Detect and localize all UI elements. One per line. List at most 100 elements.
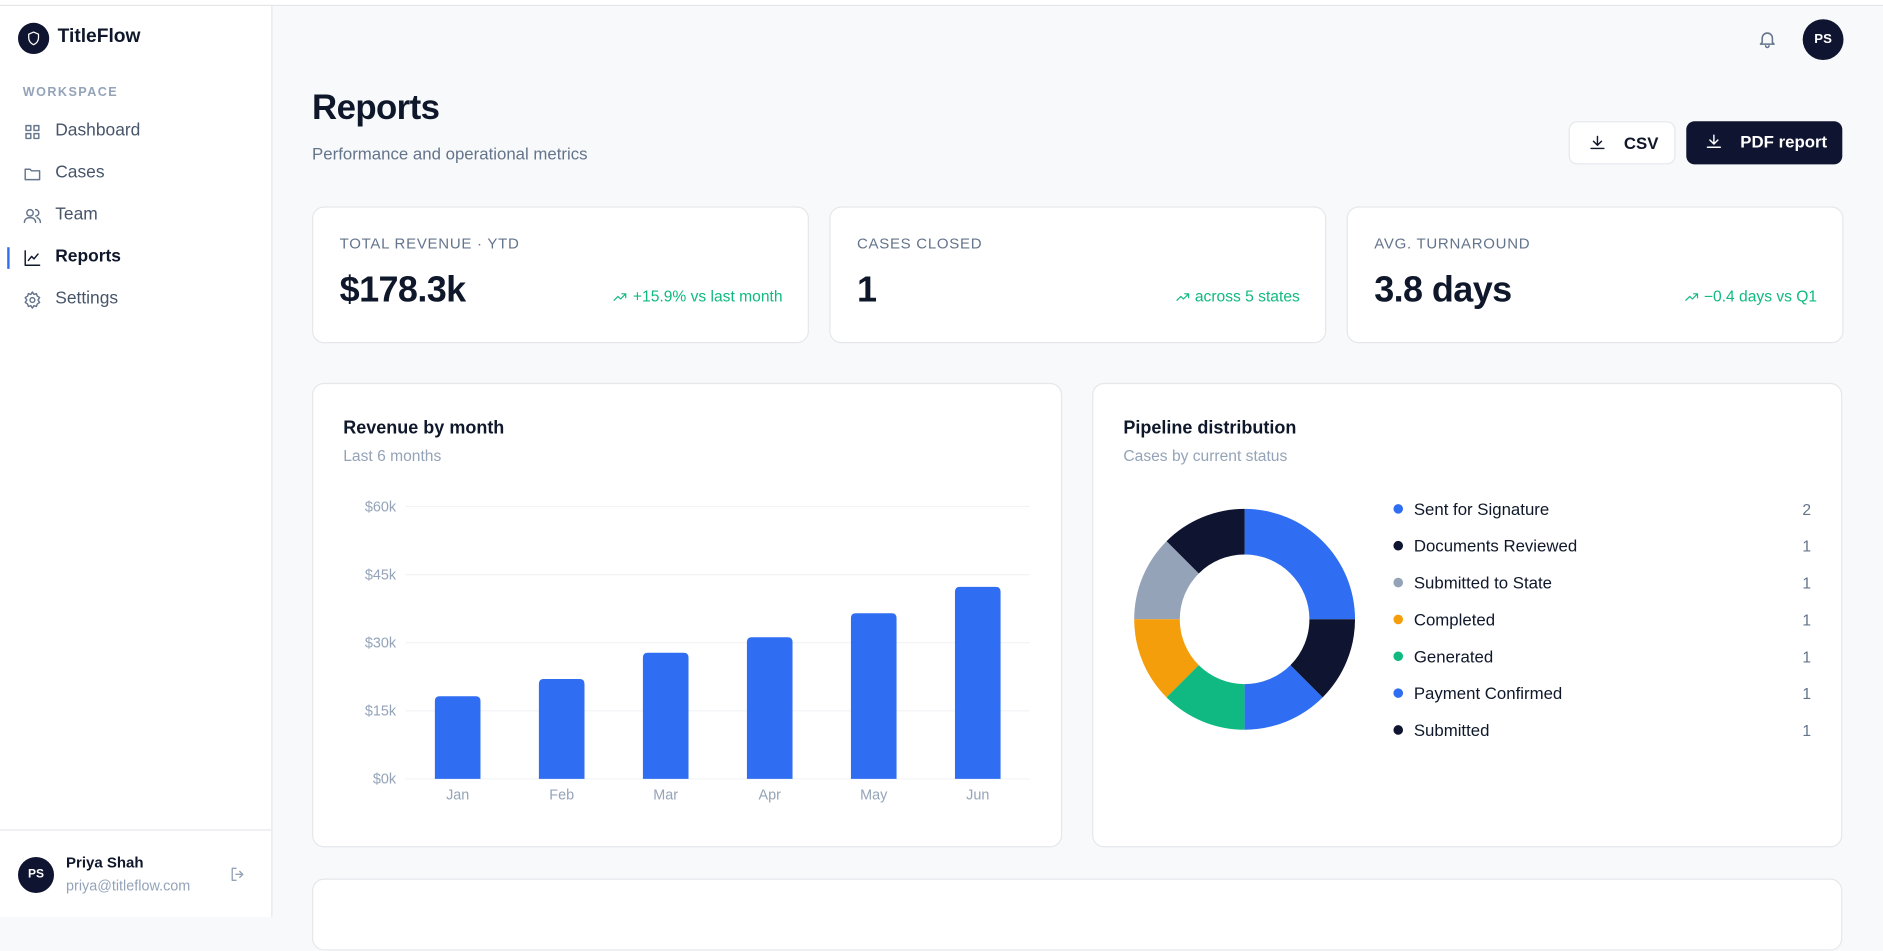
csv-button[interactable]: CSV [1568, 121, 1676, 165]
kpi-card: CASES CLOSED 1 across 5 states [829, 206, 1327, 344]
x-tick-label: Jan [446, 787, 469, 803]
download-icon [1706, 134, 1722, 148]
sidebar [0, 6, 273, 917]
kpi-label: CASES CLOSED [856, 235, 983, 253]
y-tick-label: $0k [373, 772, 397, 788]
legend-value: 1 [1802, 576, 1811, 593]
legend-value: 2 [1802, 502, 1811, 519]
y-tick-label: $60k [365, 499, 397, 515]
legend-value: 1 [1802, 539, 1811, 556]
donut-slice [1290, 619, 1356, 698]
x-tick-label: Jun [966, 787, 989, 803]
y-tick-label: $30k [365, 636, 397, 652]
donut-slice [1244, 665, 1323, 730]
bar [642, 652, 689, 779]
sidebar-section: WORKSPACE [22, 85, 119, 100]
active-indicator [7, 247, 10, 269]
legend-dot [1393, 504, 1404, 514]
nav-item[interactable]: Cases [55, 163, 105, 183]
kpi-card: TOTAL REVENUE · YTD $178.3k +15.9% vs last… [312, 206, 809, 344]
nav-icon [24, 291, 41, 309]
button-label: CSV [1623, 133, 1659, 153]
nav-icon [23, 208, 42, 224]
donut-slice [1166, 665, 1245, 730]
x-tick-label: Apr [759, 787, 782, 803]
legend-label: Sent for Signature [1414, 500, 1549, 519]
chart: Sent for Signature 2 Documents Reviewed 1 Su… [1134, 500, 1811, 740]
download-icon [1590, 135, 1605, 150]
kpi-value: 1 [856, 270, 877, 310]
x-tick-label: May [860, 787, 888, 803]
chart-card [312, 878, 1843, 951]
bar [434, 696, 481, 779]
trend-icon [613, 293, 627, 301]
legend-label: Completed [1414, 610, 1495, 629]
kpi-label: AVG. TURNAROUND [1374, 235, 1531, 253]
legend-label: Submitted [1414, 721, 1490, 740]
page-subtitle: Performance and operational metrics [312, 144, 588, 164]
legend-value: 1 [1802, 723, 1811, 740]
top-avatar[interactable]: PS [1802, 19, 1844, 61]
chart-subtitle: Last 6 months [343, 446, 442, 465]
sidebar-divider [0, 829, 272, 831]
chart: $0k $15k $30k $45k $60k Jan Feb Mar Apr May Jun [365, 499, 1030, 803]
kpi-delta: across 5 states [1174, 287, 1300, 305]
nav-item[interactable]: Reports [55, 247, 121, 267]
kpi-value: $178.3k [339, 270, 467, 310]
y-tick-label: $15k [365, 704, 397, 720]
brand-icon [28, 31, 40, 46]
user-email: priya@titleflow.com [66, 877, 191, 895]
bar [850, 613, 897, 779]
bar [746, 637, 793, 779]
chart-card: Pipeline distribution Cases by current st… [1092, 382, 1843, 848]
y-tick-label: $45k [365, 567, 397, 583]
nav-icon [24, 168, 41, 181]
kpi-card: AVG. TURNAROUND 3.8 days −0.4 days vs Q1 [1346, 206, 1844, 344]
chart-title: Revenue by month [343, 417, 505, 439]
donut-slice [1166, 508, 1245, 574]
legend-value: 1 [1802, 649, 1811, 666]
kpi-label: TOTAL REVENUE · YTD [339, 235, 520, 253]
legend-value: 1 [1802, 686, 1811, 703]
user-name: Priya Shah [66, 854, 144, 872]
page-title: Reports [312, 88, 440, 128]
legend-label: Submitted to State [1414, 574, 1552, 593]
legend-value: 1 [1802, 612, 1811, 629]
donut-slice [1134, 541, 1199, 620]
legend-label: Documents Reviewed [1414, 537, 1577, 556]
bar [954, 586, 1001, 779]
nav-item[interactable]: Team [55, 205, 98, 225]
donut-slice [1244, 508, 1356, 620]
button-label: PDF report [1740, 132, 1828, 152]
legend-dot [1393, 577, 1404, 588]
nav-icon [24, 250, 41, 266]
user-avatar: PS [18, 856, 55, 893]
legend-dot [1393, 540, 1404, 551]
legend-label: Payment Confirmed [1414, 684, 1562, 703]
trend-icon [1684, 293, 1698, 301]
bell-icon [1759, 32, 1775, 49]
legend-label: Generated [1414, 647, 1493, 666]
kpi-value: 3.8 days [1374, 270, 1512, 310]
chart-title: Pipeline distribution [1123, 417, 1297, 439]
trend-icon [1175, 293, 1189, 301]
x-tick-label: Feb [549, 787, 574, 803]
logout-icon [231, 867, 244, 882]
donut-slice [1134, 619, 1199, 698]
legend-dot [1393, 725, 1404, 735]
top-border [0, 0, 1883, 7]
x-tick-label: Mar [653, 787, 678, 803]
kpi-delta: −0.4 days vs Q1 [1684, 287, 1817, 305]
legend-dot [1393, 688, 1404, 698]
nav-item[interactable]: Settings [55, 289, 119, 309]
legend-dot [1393, 614, 1404, 625]
nav-item[interactable]: Dashboard [55, 121, 141, 141]
legend-dot [1393, 651, 1404, 662]
kpi-delta: +15.9% vs last month [613, 287, 783, 305]
brand-name: TitleFlow [57, 26, 141, 47]
nav-icon [25, 124, 40, 140]
brand-logo [18, 22, 50, 55]
bar [538, 679, 585, 779]
pdf-button[interactable]: PDF report [1686, 121, 1843, 165]
